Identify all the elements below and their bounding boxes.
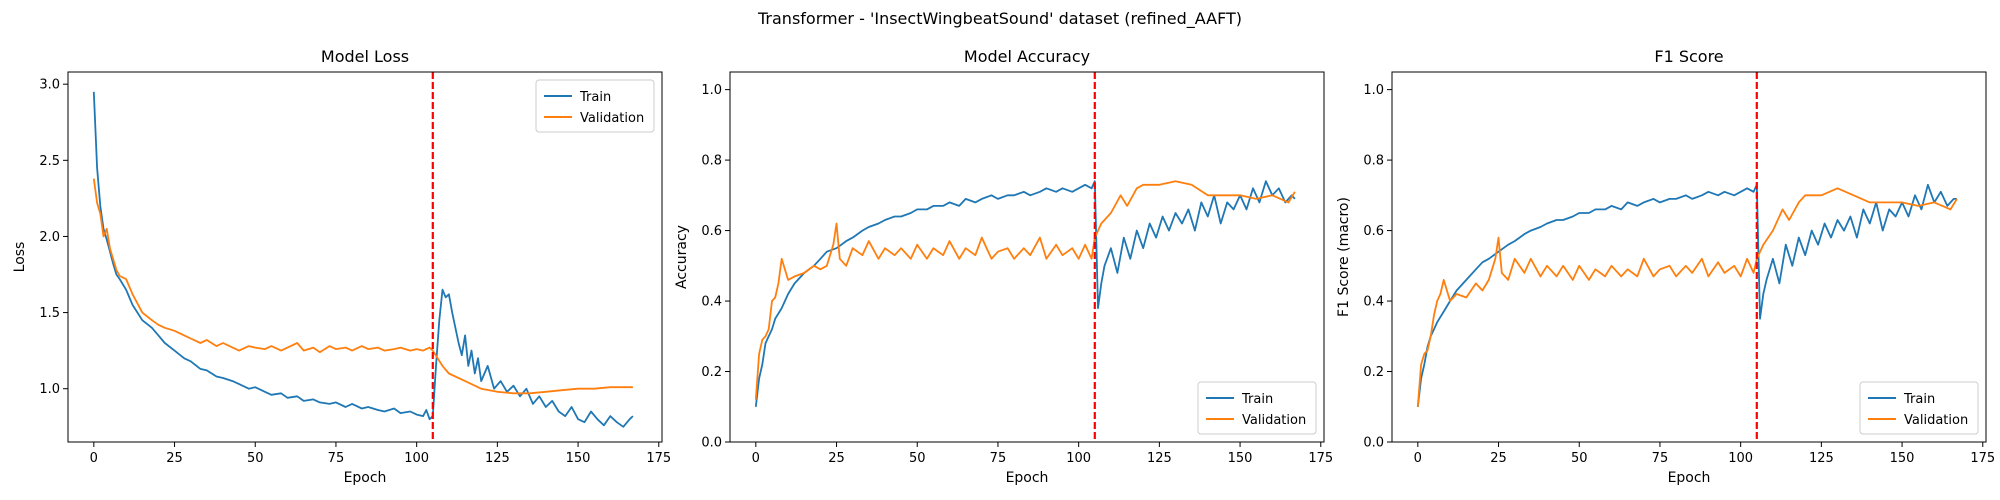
x-tick-label: 100 — [1066, 451, 1091, 466]
subplot-2: Model Accuracy 0 25 50 75 100 125 150 175 0.0 0.2 0… — [674, 47, 1333, 486]
subplots: Model Loss 0 25 50 75 100 125 150 175 1.0 1.5 2.0 2.… — [12, 47, 1995, 486]
y-tick-label: 0.2 — [1363, 365, 1384, 380]
series-group — [754, 180, 1296, 407]
legend-box — [1197, 381, 1317, 435]
axes-frame — [729, 71, 1325, 443]
x-tick-label: 0 — [90, 451, 98, 466]
x-tick-label: 50 — [1571, 451, 1588, 466]
x-tick-label: 125 — [1809, 451, 1834, 466]
legend-label-train: Train — [579, 90, 611, 105]
series-line-train — [754, 180, 1296, 407]
legend-label-validation: Validation — [580, 111, 644, 126]
y-tick-label: 1.0 — [1363, 83, 1384, 98]
y-tick-label: 3.0 — [39, 78, 60, 93]
x-tick-label: 150 — [1228, 451, 1253, 466]
x-tick-label: 25 — [166, 451, 183, 466]
y-tick-label: 0.0 — [1363, 436, 1384, 451]
series-line-validation — [1416, 187, 1958, 407]
x-tick-label: 0 — [752, 451, 760, 466]
y-tick-label: 2.5 — [39, 154, 60, 169]
legend-label-train: Train — [1241, 392, 1273, 407]
x-tick-label: 50 — [909, 451, 926, 466]
y-tick-label: 2.0 — [39, 230, 60, 245]
subplot-1: Model Loss 0 25 50 75 100 125 150 175 1.0 1.5 2.0 2.… — [12, 47, 671, 486]
y-tick-label: 0.4 — [1363, 295, 1384, 310]
chart-title: F1 Score — [1654, 47, 1723, 66]
x-tick-label: 100 — [404, 451, 429, 466]
legend: Train Validation — [535, 79, 655, 133]
x-axis-label: Epoch — [344, 470, 387, 486]
y-tick-label: 0.6 — [1363, 224, 1384, 239]
x-tick-label: 50 — [247, 451, 264, 466]
x-tick-label: 75 — [328, 451, 345, 466]
x-tick-label: 125 — [1147, 451, 1172, 466]
figure-suptitle: Transformer - 'InsectWingbeatSound' data… — [757, 9, 1242, 29]
axes-frame — [67, 71, 663, 443]
y-tick-label: 0.2 — [701, 365, 722, 380]
y-tick-label: 1.0 — [701, 83, 722, 98]
y-tick-label: 1.5 — [39, 306, 60, 321]
x-tick-label: 175 — [646, 451, 671, 466]
legend-label-validation: Validation — [1904, 413, 1968, 428]
series-line-validation — [754, 180, 1296, 400]
x-tick-label: 75 — [1652, 451, 1669, 466]
series-line-train — [1416, 183, 1957, 407]
legend: Train Validation — [1197, 381, 1317, 435]
y-tick-label: 0.8 — [1363, 154, 1384, 169]
legend: Train Validation — [1859, 381, 1979, 435]
subplot-3: F1 Score 0 25 50 75 100 125 150 175 0.0 0.2 0.4 0.6 0… — [1336, 47, 1995, 486]
x-tick-label: 25 — [828, 451, 845, 466]
x-tick-label: 0 — [1414, 451, 1422, 466]
x-tick-label: 150 — [1890, 451, 1915, 466]
series-group — [1416, 183, 1958, 407]
y-tick-label: 0.6 — [701, 224, 722, 239]
legend-label-train: Train — [1903, 392, 1935, 407]
y-tick-label: 0.4 — [701, 295, 722, 310]
y-axis-label: Loss — [12, 242, 28, 273]
x-tick-label: 75 — [990, 451, 1007, 466]
x-tick-label: 125 — [485, 451, 510, 466]
x-tick-label: 175 — [1308, 451, 1333, 466]
axes-frame — [1391, 71, 1987, 443]
x-tick-label: 150 — [566, 451, 591, 466]
chart-title: Model Loss — [321, 47, 409, 66]
legend-box — [535, 79, 655, 133]
series-line-train — [92, 91, 634, 428]
x-tick-label: 100 — [1728, 451, 1753, 466]
chart-title: Model Accuracy — [964, 47, 1090, 66]
legend-label-validation: Validation — [1242, 413, 1306, 428]
x-axis-label: Epoch — [1006, 470, 1049, 486]
x-tick-label: 175 — [1970, 451, 1995, 466]
y-axis-label: F1 Score (macro) — [1336, 197, 1352, 317]
y-tick-label: 0.8 — [701, 154, 722, 169]
x-tick-label: 25 — [1490, 451, 1507, 466]
legend-box — [1859, 381, 1979, 435]
series-group — [92, 91, 634, 428]
y-axis-label: Accuracy — [674, 225, 690, 289]
y-tick-label: 0.0 — [701, 436, 722, 451]
x-axis-label: Epoch — [1668, 470, 1711, 486]
y-tick-label: 1.0 — [39, 382, 60, 397]
series-line-validation — [92, 178, 633, 395]
